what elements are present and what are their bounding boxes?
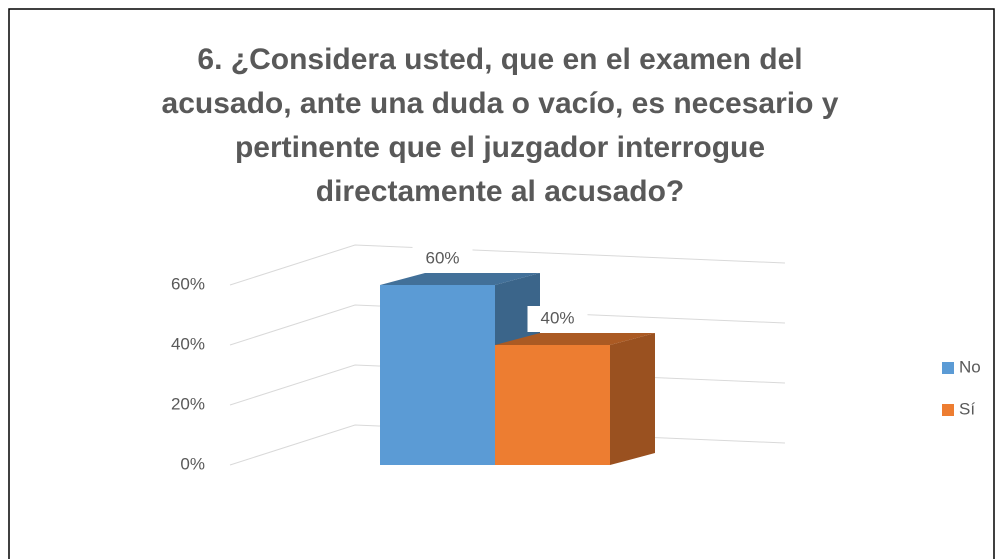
y-tick-label: 60%	[171, 274, 205, 293]
value-label-box	[412, 246, 473, 272]
legend-label: No	[959, 357, 981, 376]
bar	[380, 285, 495, 465]
chart-border	[8, 8, 995, 559]
y-tick-label: 40%	[171, 334, 205, 353]
chart-title: 6. ¿Considera usted, que en el examen de…	[161, 43, 839, 208]
bar-top	[495, 333, 655, 345]
bar-top	[380, 273, 540, 285]
y-tick-label: 0%	[180, 454, 205, 473]
value-label: 40%	[540, 308, 574, 327]
legend-swatch	[942, 404, 954, 416]
bar	[495, 345, 610, 465]
y-tick-label: 20%	[171, 394, 205, 413]
legend-swatch	[942, 362, 954, 374]
grid-line	[229, 304, 786, 346]
bar-side	[610, 333, 655, 465]
grid-line	[229, 244, 786, 286]
legend-label: Sí	[959, 399, 975, 418]
value-label-box	[527, 306, 588, 332]
value-label: 60%	[425, 248, 459, 267]
